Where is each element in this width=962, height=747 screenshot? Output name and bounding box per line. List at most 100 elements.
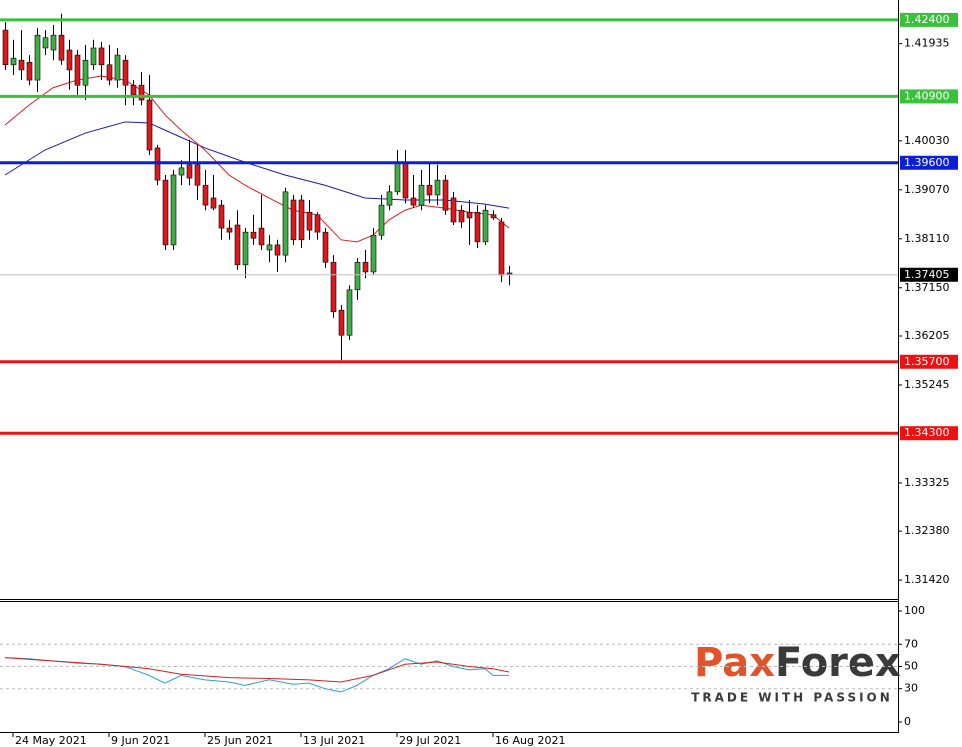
x-tick-label: 16 Aug 2021 [495, 734, 565, 747]
logo-right: Forex [775, 640, 901, 686]
y-tick-label: 1.33325 [904, 476, 950, 489]
candle-body [306, 211, 313, 231]
candle-body [10, 57, 17, 66]
x-tick-label: 25 Jun 2021 [207, 734, 273, 747]
price-level-label: 1.40900 [904, 89, 950, 102]
candle-body [234, 224, 241, 266]
candle-body [338, 309, 345, 336]
candle-body [130, 84, 137, 96]
candle-body [178, 167, 185, 176]
candle-body [258, 227, 265, 246]
y-tick-label: 1.36205 [904, 329, 950, 342]
candle-body [162, 179, 169, 246]
candle-body [434, 179, 441, 196]
y-tick-label: 30 [904, 682, 918, 695]
candle-body [98, 47, 105, 66]
candle-body [26, 61, 33, 81]
candle-body [482, 209, 489, 243]
y-tick-label: 0 [904, 715, 911, 728]
y-tick-label: 1.31420 [904, 573, 950, 586]
x-tick-label: 13 Jul 2021 [303, 734, 365, 747]
candle-body [18, 59, 25, 71]
candle-body [114, 54, 121, 81]
candle-body [314, 214, 321, 233]
price-level-tag [900, 89, 958, 104]
x-tick-label: 24 May 2021 [15, 734, 87, 747]
candle-body [298, 199, 305, 241]
candle-body [82, 59, 89, 86]
y-tick-label: 1.39070 [904, 183, 950, 196]
candle-body [450, 197, 457, 223]
y-tick-label: 1.32380 [904, 524, 950, 537]
candle-body [410, 197, 417, 206]
candle-body [346, 289, 353, 336]
candle-body [170, 174, 177, 246]
candle-body [458, 209, 465, 223]
candle-body [226, 227, 233, 233]
oscillator-line [4, 657, 510, 683]
price-level-tag [900, 155, 958, 170]
candle-body [66, 49, 73, 71]
candle-body [218, 204, 225, 229]
candle-body [402, 161, 409, 199]
price-level-label: 1.34300 [904, 426, 950, 439]
candle-body [442, 179, 449, 211]
y-tick-label: 70 [904, 637, 918, 650]
candle-body [362, 261, 369, 273]
price-level-tag [900, 12, 958, 27]
candle-body [490, 214, 497, 219]
candle-body [42, 37, 49, 49]
candle-body [370, 234, 377, 273]
candle-body [330, 261, 337, 313]
price-level-label: 1.35700 [904, 355, 950, 368]
candle-body [90, 47, 97, 66]
candle-body [290, 199, 297, 241]
y-tick-label: 50 [904, 660, 918, 673]
candle-body [354, 261, 361, 291]
candle-body [194, 164, 201, 186]
logo-left: Pax [694, 640, 775, 686]
candle-body [466, 211, 473, 219]
logo-tagline: TRADE WITH PASSION [691, 691, 893, 705]
candle-body [74, 54, 81, 86]
candle-body [2, 29, 9, 66]
y-tick-label: 1.41935 [904, 37, 950, 50]
candle-body [498, 221, 505, 276]
candle-body [50, 34, 57, 51]
y-tick-label: 1.38110 [904, 232, 950, 245]
candle-body [394, 161, 401, 193]
candle-body [474, 211, 481, 243]
price-level-tag [900, 354, 958, 369]
candle-body [138, 84, 145, 101]
candle-body [122, 59, 129, 86]
candle-body [146, 99, 153, 151]
candle-body [282, 191, 289, 256]
candle-body [58, 34, 65, 61]
candle-body [242, 231, 249, 266]
candle-body [202, 184, 209, 206]
y-tick-label: 1.40030 [904, 134, 950, 147]
y-tick-label: 1.35245 [904, 378, 950, 391]
candle-body [210, 197, 217, 209]
candle-body [426, 184, 433, 196]
candle-body [186, 164, 193, 179]
candle-body [418, 184, 425, 206]
y-tick-label: 100 [904, 604, 925, 617]
candle-body [378, 204, 385, 236]
candle-body [34, 34, 41, 81]
x-tick-label: 29 Jul 2021 [399, 734, 461, 747]
candle-body [106, 64, 113, 81]
candle-body [322, 231, 329, 263]
y-tick-label: 1.37150 [904, 281, 950, 294]
price-level-label: 1.39600 [904, 156, 950, 169]
candle-body [266, 244, 273, 251]
candle-body [274, 244, 281, 256]
candle-body [250, 231, 257, 239]
candle-body [386, 191, 393, 206]
price-level-tag [900, 426, 958, 441]
price-level-label: 1.37405 [904, 268, 950, 281]
price-level-label: 1.42400 [904, 13, 950, 26]
x-tick-label: 9 Jun 2021 [111, 734, 170, 747]
